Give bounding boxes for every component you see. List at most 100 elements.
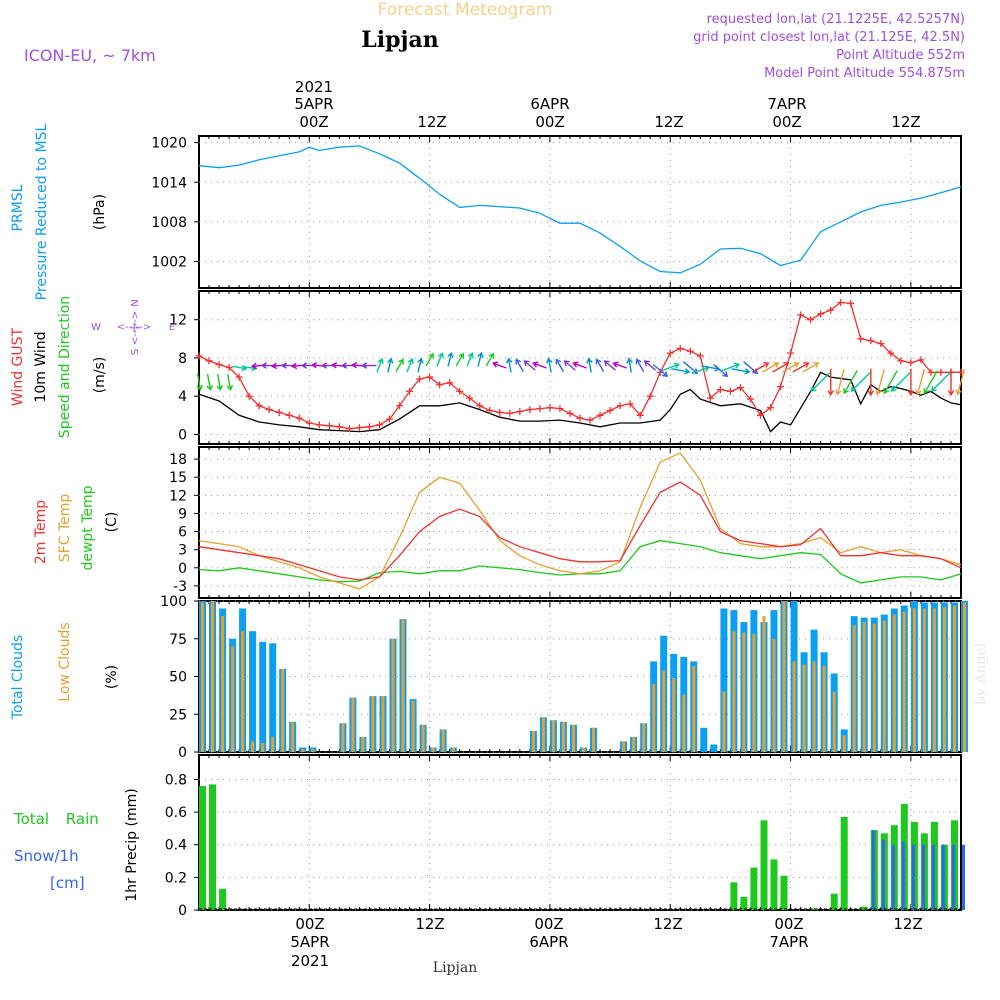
- wind-direction-arrow: [923, 370, 939, 395]
- gust-marker: [807, 316, 815, 324]
- compass-ns-arrow: <--|-->: [130, 311, 141, 346]
- wind-direction-arrow: [586, 357, 593, 373]
- gust-marker: [636, 411, 644, 419]
- gust-marker: [446, 379, 454, 387]
- point-altitude: Point Altitude 552m: [836, 48, 965, 63]
- low-cloud-bar: [361, 736, 365, 752]
- low-cloud-bar: [902, 611, 906, 752]
- bottom-axis-date: 5APR: [290, 933, 329, 951]
- wind-direction-arrow: [563, 360, 576, 371]
- gust-marker: [867, 337, 875, 345]
- gust-marker: [245, 392, 253, 400]
- gust-marker: [586, 416, 594, 424]
- wind-direction-arrow: [772, 362, 790, 373]
- snow-bar: [921, 844, 925, 910]
- y-tick-label: 12: [169, 488, 187, 504]
- low-cloud-bar: [963, 602, 966, 752]
- gust-label: Wind GUST: [10, 327, 26, 406]
- wind-direction-arrow: [436, 352, 444, 367]
- gust-marker: [225, 364, 233, 371]
- gust-marker: [295, 414, 303, 422]
- total-cloud-bar: [269, 643, 277, 752]
- wind-direction-arrow: [216, 373, 223, 391]
- wind-direction-arrow: [376, 357, 384, 373]
- total-clouds-label: Total Clouds: [10, 635, 26, 720]
- gust-marker: [646, 392, 654, 400]
- low-cloud-bar: [271, 736, 275, 752]
- top-axis-year: 2021: [295, 78, 333, 96]
- snow-bar: [962, 844, 965, 910]
- wind-direction-arrow: [635, 358, 645, 372]
- gust-marker: [205, 357, 213, 365]
- clouds-unit: (%): [104, 665, 120, 689]
- wind-direction-arrow: [206, 373, 213, 391]
- watermark: by Angel: [973, 642, 989, 705]
- wind-direction-arrow: [955, 369, 966, 396]
- gust-marker: [486, 407, 494, 415]
- snow-unit-label: [cm]: [50, 874, 85, 892]
- rain-bar: [780, 875, 788, 910]
- snow-bar: [901, 841, 905, 910]
- bottom-axis-time: 12Z: [893, 915, 922, 933]
- low-cloud-bar: [692, 665, 696, 752]
- total-cloud-bar: [700, 727, 708, 752]
- low-cloud-bar: [582, 747, 585, 752]
- low-cloud-bar: [451, 747, 455, 752]
- clouds-panel: 0 25 50 75 100: [160, 594, 968, 761]
- wind-direction-arrow: [406, 357, 414, 373]
- rain-bar: [830, 893, 838, 910]
- temperature-side-labels: 2m Temp SFC Temp dewpt Temp (C): [33, 485, 120, 570]
- top-axis-time: 00Z: [772, 113, 801, 131]
- low-cloud-bar: [882, 620, 886, 752]
- gust-marker: [696, 352, 704, 360]
- bottom-time-axis: 00Z 5APR 2021 12Z 00Z 6APR 12Z 00Z 7APR …: [290, 915, 922, 970]
- wind-direction-arrow: [652, 364, 669, 378]
- wind-speed-line: [198, 371, 962, 433]
- gust-marker: [827, 306, 835, 314]
- wind-direction-arrow: [850, 372, 871, 392]
- bottom-axis-time: 00Z: [295, 915, 324, 933]
- y-tick-label: 12: [169, 313, 187, 329]
- dewpoint-label: dewpt Temp: [80, 485, 96, 570]
- y-tick-label: 6: [178, 525, 187, 541]
- top-axis-time: 00Z: [535, 113, 564, 131]
- gust-marker: [716, 385, 724, 393]
- low-cloud-bar: [852, 625, 856, 752]
- low-cloud-bar: [932, 608, 936, 752]
- low-cloud-bar: [822, 665, 826, 752]
- gust-marker: [666, 349, 674, 357]
- bottom-axis-time: 00Z: [534, 915, 563, 933]
- bottom-axis-time: 00Z: [774, 915, 803, 933]
- snow-bar: [952, 844, 955, 910]
- wind-direction-arrow: [915, 369, 925, 396]
- gust-marker: [476, 402, 484, 410]
- model-point-altitude: Model Point Altitude 554.875m: [764, 66, 965, 81]
- top-axis-date: 5APR: [294, 95, 333, 113]
- wind-direction-arrow: [875, 369, 885, 396]
- low-clouds-label: Low Clouds: [57, 622, 73, 701]
- low-cloud-bar: [351, 697, 355, 752]
- wind-direction-arrow: [661, 362, 680, 372]
- chart-title: Forecast Meteogram: [378, 0, 553, 20]
- wind-direction-arrow: [802, 362, 820, 373]
- wind-direction-arrow: [491, 361, 507, 369]
- gust-marker: [576, 414, 584, 422]
- gust-marker: [726, 387, 734, 395]
- low-cloud-bar: [622, 741, 626, 752]
- wind-direction-arrow: [532, 361, 547, 369]
- gust-marker: [386, 415, 393, 423]
- wind-direction-arrow: [792, 362, 810, 373]
- gust-marker: [777, 383, 785, 391]
- y-tick-label: 100: [160, 594, 187, 610]
- footer-location: Lipjan: [433, 960, 477, 976]
- wind-direction-arrow: [907, 368, 915, 397]
- gust-marker: [215, 361, 223, 369]
- gust-marker: [847, 299, 855, 307]
- rain-bar: [840, 817, 848, 910]
- wind-direction-arrow: [827, 368, 834, 397]
- gust-marker: [877, 340, 885, 348]
- bottom-axis-time: 12Z: [415, 915, 444, 933]
- low-cloud-bar: [341, 723, 345, 752]
- precip-side-labels: Total Rain Snow/1h [cm] 1hr Precip (mm): [13, 788, 140, 901]
- low-cloud-bar: [782, 601, 786, 752]
